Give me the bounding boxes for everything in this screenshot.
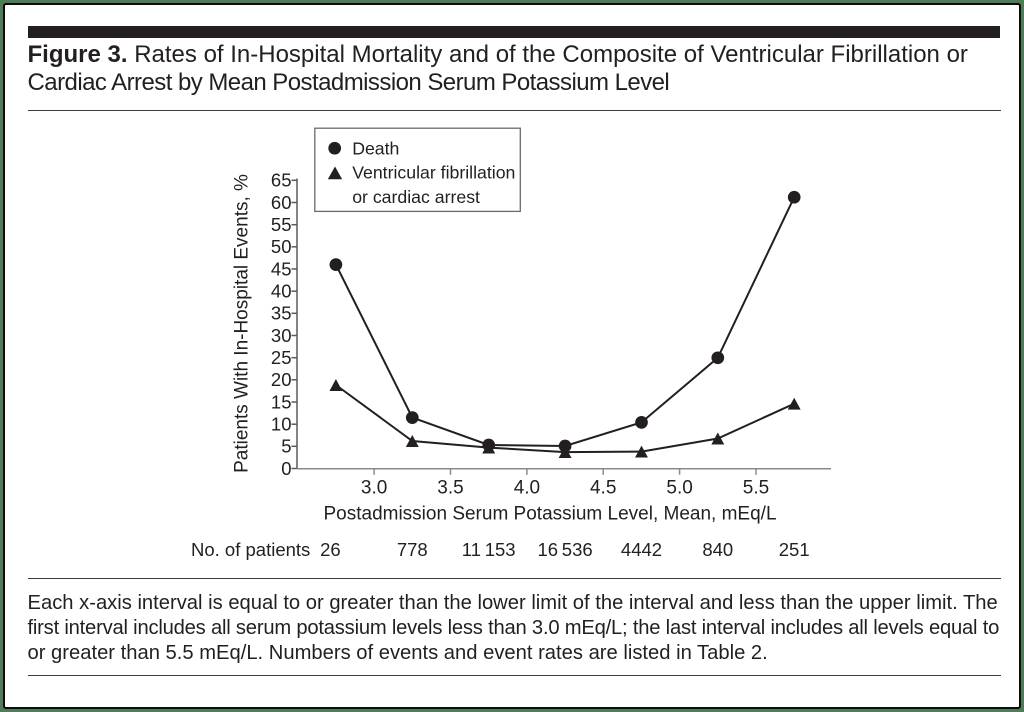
svg-text:4.0: 4.0 [514,478,540,499]
svg-text:4.5: 4.5 [590,478,616,499]
svg-text:5.5: 5.5 [743,478,769,499]
svg-text:778: 778 [397,539,428,560]
svg-text:or cardiac arrest: or cardiac arrest [352,187,480,207]
svg-text:11 153: 11 153 [462,539,516,560]
svg-text:25: 25 [271,347,292,368]
svg-text:Ventricular fibrillation: Ventricular fibrillation [352,163,515,183]
svg-text:35: 35 [271,303,292,324]
svg-text:4442: 4442 [621,539,662,560]
svg-text:Postadmission Serum Potassium: Postadmission Serum Potassium Level, Mea… [323,504,776,525]
svg-text:15: 15 [271,391,292,412]
svg-text:40: 40 [271,281,292,302]
svg-text:16 536: 16 536 [538,539,593,560]
svg-text:45: 45 [271,258,292,279]
svg-text:10: 10 [271,414,292,435]
svg-text:0: 0 [281,458,291,479]
svg-text:55: 55 [271,214,292,235]
svg-text:65: 65 [271,170,292,191]
svg-text:5: 5 [281,436,291,457]
svg-text:26: 26 [320,539,341,560]
svg-text:No. of patients: No. of patients [191,539,310,560]
svg-text:251: 251 [779,539,810,560]
svg-text:5.0: 5.0 [666,478,692,499]
svg-text:Death: Death [352,138,399,158]
svg-text:840: 840 [702,539,733,560]
svg-text:50: 50 [271,236,292,257]
svg-text:20: 20 [271,369,292,390]
svg-text:30: 30 [271,325,292,346]
svg-text:60: 60 [271,192,292,213]
svg-text:3.5: 3.5 [437,478,463,499]
svg-text:Patients With In-Hospital Even: Patients With In-Hospital Events, % [232,174,253,473]
svg-text:3.0: 3.0 [361,478,387,499]
